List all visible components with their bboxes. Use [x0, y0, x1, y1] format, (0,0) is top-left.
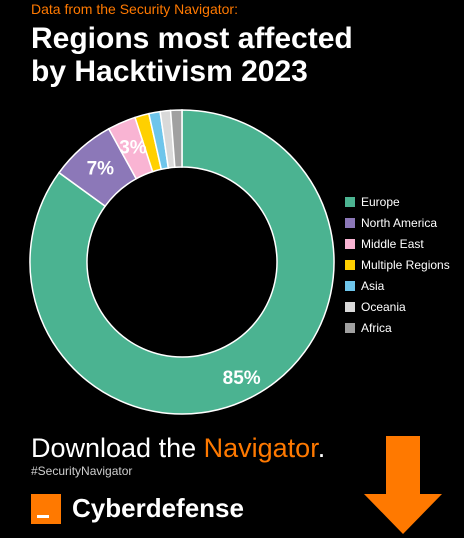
cta-navigator-link[interactable]: Navigator — [203, 433, 318, 463]
data-label-middle-east: 3% — [119, 138, 147, 159]
legend-label: Middle East — [361, 236, 424, 251]
legend-item: Africa — [345, 317, 450, 338]
legend-swatch — [345, 280, 355, 291]
chart-legend: Europe North America Middle East Multiple R… — [345, 191, 450, 338]
legend-item: Middle East — [345, 233, 450, 254]
data-label-europe: 85% — [223, 368, 261, 389]
slice-europe — [29, 109, 335, 415]
orange-logo-icon — [31, 493, 61, 524]
legend-label: North America — [361, 215, 438, 230]
legend-label: Africa — [361, 320, 392, 335]
cta-suffix: . — [317, 433, 326, 463]
legend-item: Europe — [345, 191, 450, 212]
chart-title: Regions most affected by Hacktivism 2023 — [31, 22, 431, 88]
download-cta[interactable]: Download the Navigator. — [31, 432, 325, 464]
brand-name: Cyberdefense — [72, 493, 244, 523]
source-line: Data from the Security Navigator: — [31, 1, 238, 17]
cta-prefix: Download the — [31, 433, 204, 463]
legend-label: Oceania — [361, 299, 406, 314]
legend-swatch — [345, 322, 355, 333]
legend-swatch — [345, 259, 355, 270]
brand: Cyberdefense — [31, 493, 244, 524]
title-line-1: Regions most affected — [31, 22, 353, 55]
legend-item: Asia — [345, 275, 450, 296]
legend-label: Multiple Regions — [361, 257, 450, 272]
legend-swatch — [345, 238, 355, 249]
arrow-down-icon[interactable] — [364, 436, 442, 534]
slice-africa — [169, 109, 183, 169]
title-line-2: by Hacktivism 2023 — [31, 55, 308, 88]
legend-item: Oceania — [345, 296, 450, 317]
legend-item: North America — [345, 212, 450, 233]
legend-swatch — [345, 196, 355, 207]
legend-item: Multiple Regions — [345, 254, 450, 275]
data-label-north-america: 7% — [87, 158, 115, 179]
legend-swatch — [345, 301, 355, 312]
legend-label: Europe — [361, 194, 400, 209]
hashtag: #SecurityNavigator — [31, 464, 133, 478]
legend-label: Asia — [361, 278, 385, 293]
legend-swatch — [345, 217, 355, 228]
